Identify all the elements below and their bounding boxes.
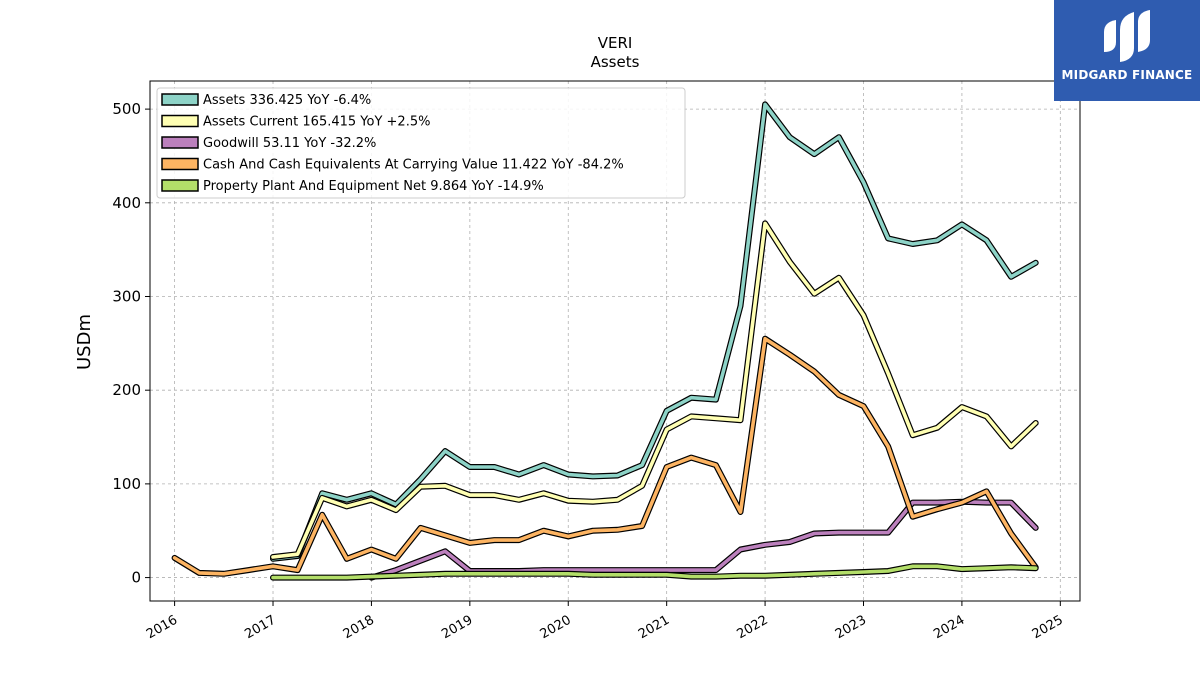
legend-label: Goodwill 53.11 YoY -32.2%	[203, 136, 376, 151]
legend-swatch	[161, 93, 199, 106]
x-tick-label: 2018	[341, 613, 377, 643]
y-tick-label: 300	[112, 287, 141, 305]
x-tick-label: 2022	[734, 613, 770, 643]
legend-label: Cash And Cash Equivalents At Carrying Va…	[203, 158, 624, 173]
chart-subtitle: Assets	[591, 53, 640, 71]
y-tick-label: 100	[112, 475, 141, 493]
legend-label: Assets Current 165.415 YoY +2.5%	[203, 115, 430, 130]
brand-logo: MIDGARD FINANCE	[1054, 0, 1200, 101]
legend-label: Assets 336.425 YoY -6.4%	[203, 93, 371, 108]
x-tick-label: 2016	[144, 613, 180, 643]
series-line	[172, 336, 1038, 576]
plot-frame	[149, 80, 1081, 602]
legend-swatch	[161, 136, 199, 149]
y-tick-label: 0	[131, 569, 141, 587]
chart-title: VERI	[598, 34, 633, 52]
legend: Assets 336.425 YoY -6.4% Assets Current 1…	[156, 87, 686, 199]
logo-text: MIDGARD FINANCE	[1061, 68, 1193, 82]
series-line	[271, 102, 1038, 561]
series-property-plant-and-equipment-net	[270, 563, 1039, 581]
logo-mark-icon	[1104, 10, 1150, 62]
legend-label: Property Plant And Equipment Net 9.864 Y…	[203, 179, 544, 194]
series-layer	[171, 101, 1039, 581]
legend-box	[156, 87, 686, 199]
series-cash-and-cash-equivalents-at-carrying-value	[171, 335, 1039, 577]
legend-swatch	[161, 179, 199, 192]
x-tick-label: 2024	[931, 613, 967, 643]
legend-swatch	[161, 114, 199, 128]
y-axis-label: USDm	[74, 314, 95, 370]
x-tick-label: 2021	[636, 613, 672, 643]
legend-swatch	[161, 157, 199, 171]
y-tick-label: 500	[112, 100, 141, 118]
y-tick-label: 400	[112, 194, 141, 212]
series-line	[271, 564, 1038, 580]
x-tick-label: 2025	[1030, 613, 1066, 643]
x-tick-label: 2023	[833, 613, 869, 643]
series-assets	[270, 101, 1039, 562]
y-axis-ticks: 0 100 200 300 400 500	[112, 100, 150, 587]
y-tick-label: 200	[112, 381, 141, 399]
x-tick-label: 2020	[538, 613, 574, 643]
series-assets-current	[270, 220, 1039, 560]
x-tick-label: 2017	[242, 613, 278, 643]
x-tick-label: 2019	[439, 613, 475, 643]
series-line	[271, 221, 1038, 559]
x-axis-ticks: 2016 2017 2018 2019 2020 2021 2022 2023 2024 2025	[144, 601, 1066, 642]
